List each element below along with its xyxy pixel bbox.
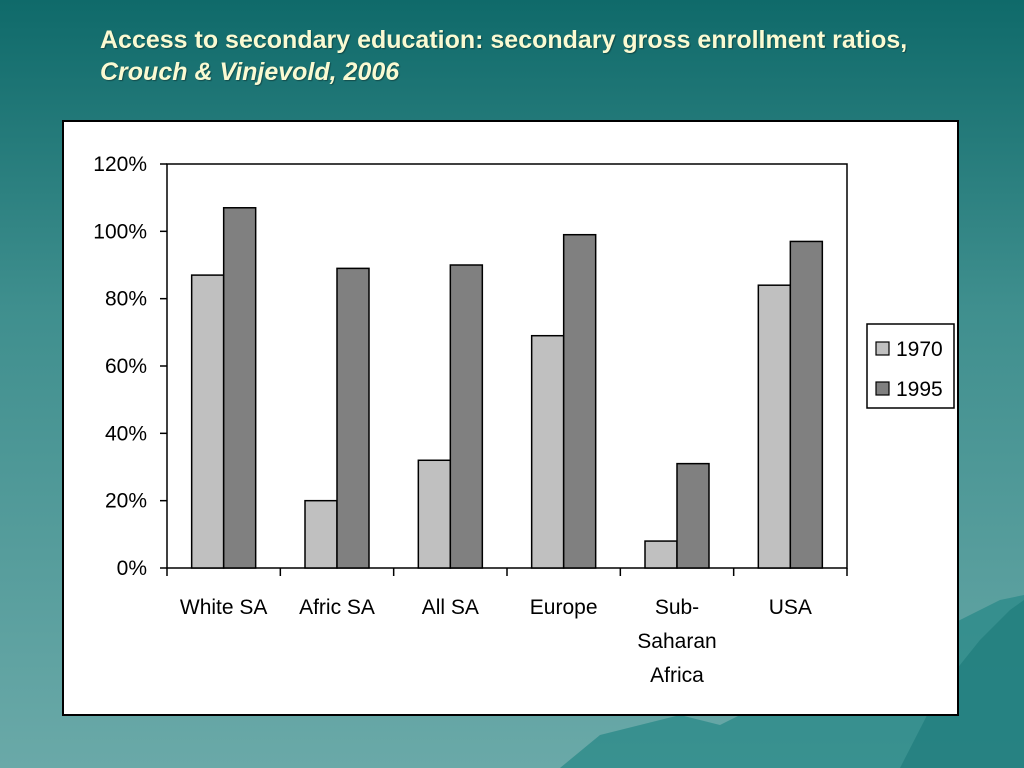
- legend-swatch-1970: [875, 341, 890, 356]
- slide-title: Access to secondary education: secondary…: [100, 24, 980, 88]
- x-tick-label: Sub- Saharan Africa: [637, 596, 716, 687]
- x-tick-label: Europe: [530, 596, 598, 619]
- x-tick-label: Afric SA: [299, 596, 375, 619]
- bar-1995: [449, 264, 484, 569]
- bar-1970: [304, 499, 338, 569]
- x-tick-label-line: All SA: [422, 596, 479, 619]
- x-tick-label: All SA: [422, 596, 479, 619]
- legend-label-1970: 1970: [896, 338, 943, 361]
- bar-1970: [530, 334, 565, 569]
- bar-1995: [222, 207, 257, 569]
- bar-1970: [190, 274, 225, 569]
- bar-1970: [417, 459, 452, 569]
- y-tick-label: 60%: [105, 355, 147, 378]
- legend-label-1995: 1995: [896, 378, 943, 401]
- x-tick-label: White SA: [180, 596, 268, 619]
- chart-frame: 0% 20% 40% 60% 80% 100% 120% White SA Afric SA Al…: [62, 120, 959, 716]
- plot-area: [166, 163, 848, 569]
- x-tick-label-line: Sub-: [655, 596, 699, 619]
- bar-1995: [676, 462, 710, 569]
- x-tick-label-line: White SA: [180, 596, 268, 619]
- slide-title-main: Access to secondary education: secondary…: [100, 26, 908, 54]
- x-tick-label-line: Afric SA: [299, 596, 375, 619]
- y-tick-label: 40%: [105, 422, 147, 445]
- y-tick-label: 20%: [105, 490, 147, 513]
- slide-title-citation: Crouch & Vinjevold, 2006: [100, 58, 400, 86]
- x-tick-label-line: Saharan: [637, 630, 716, 653]
- x-tick-label-line: Europe: [530, 596, 598, 619]
- x-tick-label-line: Africa: [650, 664, 704, 687]
- bar-1995: [336, 267, 370, 569]
- bar-1995: [562, 233, 597, 569]
- bar-chart: 0% 20% 40% 60% 80% 100% 120% White SA Afric SA Al…: [93, 153, 955, 687]
- bar-1970: [757, 284, 792, 569]
- x-tick-label-line: USA: [769, 596, 812, 619]
- y-tick-label: 100%: [93, 220, 147, 243]
- y-tick-label: 80%: [105, 288, 147, 311]
- bar-1970: [644, 540, 678, 569]
- legend-swatch-1995: [875, 381, 890, 396]
- y-tick-label: 0%: [117, 557, 147, 580]
- y-tick-label: 120%: [93, 153, 147, 176]
- x-tick-label: USA: [769, 596, 812, 619]
- bar-1995: [789, 240, 824, 569]
